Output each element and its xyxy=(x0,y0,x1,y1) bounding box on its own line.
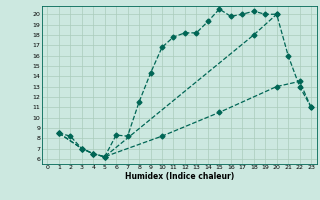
X-axis label: Humidex (Indice chaleur): Humidex (Indice chaleur) xyxy=(124,172,234,181)
